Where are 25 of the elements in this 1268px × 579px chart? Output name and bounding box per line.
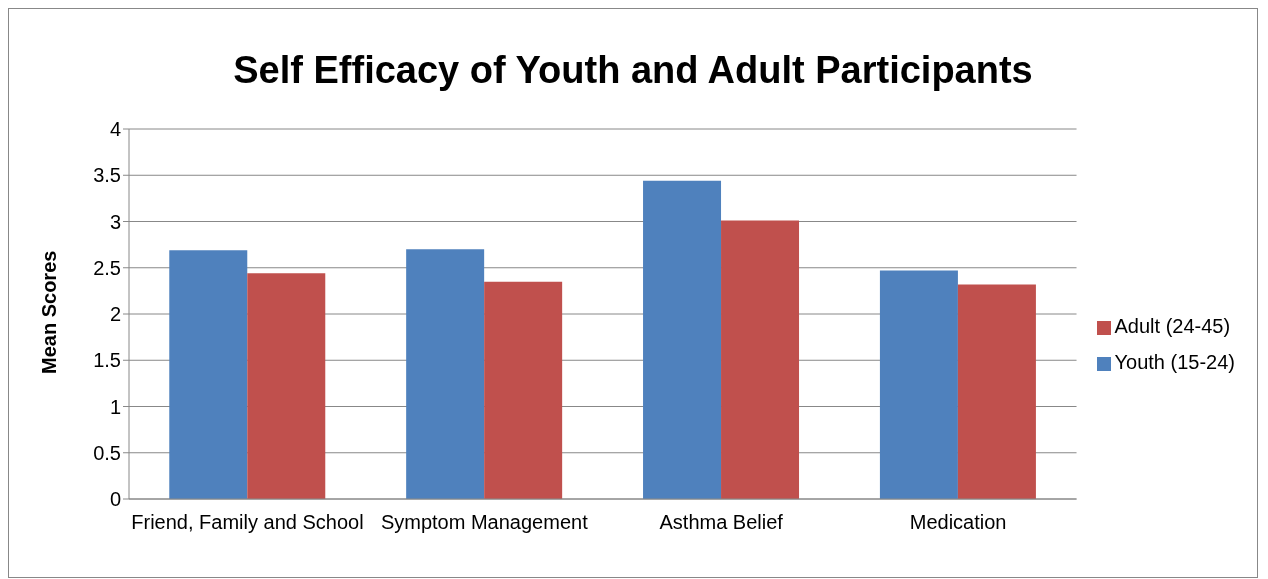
y-tick-label: 4 (109, 118, 121, 141)
x-tick-label: Medication (909, 511, 1007, 534)
bar (879, 270, 958, 499)
bar (721, 220, 800, 499)
y-tick-label: 1.5 (93, 349, 121, 372)
bar (247, 273, 326, 499)
x-tick-label: Symptom Management (380, 511, 589, 534)
y-tick-label: 2 (109, 303, 121, 326)
bar (643, 180, 722, 499)
bar (169, 250, 248, 499)
x-tick-label: Asthma Belief (659, 511, 784, 534)
bar (484, 281, 563, 499)
y-tick-label: 0 (109, 488, 121, 511)
bar (957, 284, 1036, 499)
y-tick-label: 3 (109, 210, 121, 233)
y-tick-label: 3.5 (93, 164, 121, 187)
bar (406, 249, 485, 499)
legend-label: Youth (15-24) (1114, 351, 1235, 373)
y-tick-label: 0.5 (93, 441, 121, 464)
y-axis-title: Mean Scores (38, 250, 61, 374)
legend-label: Adult (24-45) (1114, 315, 1231, 337)
x-tick-label: Friend, Family and School (131, 511, 364, 534)
y-tick-label: 2.5 (93, 256, 121, 279)
chart-title: Self Efficacy of Youth and Adult Participants (232, 49, 1034, 93)
y-tick-label: 1 (109, 395, 121, 418)
